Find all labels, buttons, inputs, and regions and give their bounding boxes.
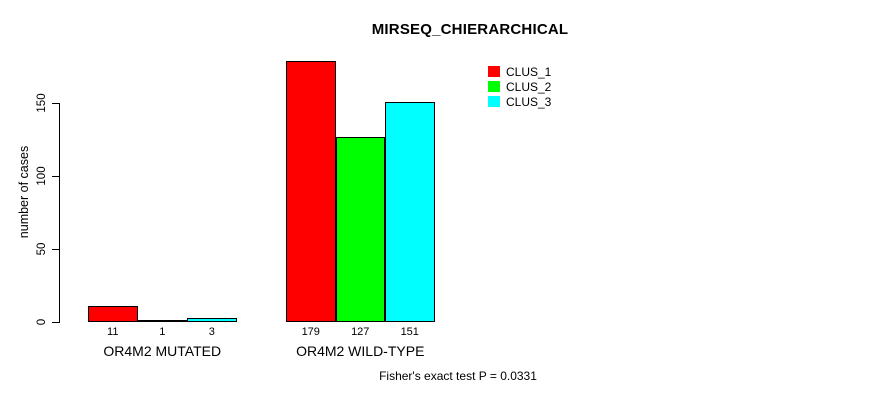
legend-swatch-clus-1 bbox=[488, 66, 500, 77]
legend-item-clus-1: CLUS_1 bbox=[488, 64, 551, 79]
legend-item-clus-2: CLUS_2 bbox=[488, 79, 551, 94]
bar-clus-2-or4m2-mutated bbox=[137, 320, 187, 322]
y-axis-tick-label-50: 50 bbox=[36, 242, 48, 256]
bar-clus-1-or4m2-mutated bbox=[88, 306, 138, 322]
bar-value-clus-1-or4m2-wild-type: 179 bbox=[301, 326, 320, 338]
y-axis-tick-label-0: 0 bbox=[36, 318, 48, 326]
bar-value-clus-3-or4m2-wild-type: 151 bbox=[400, 326, 419, 338]
bar-clus-2-or4m2-wild-type bbox=[335, 137, 385, 322]
bar-clus-1-or4m2-wild-type bbox=[286, 61, 336, 322]
chart-title: MIRSEQ_CHIERARCHICAL bbox=[371, 21, 569, 38]
legend: CLUS_1 CLUS_2 CLUS_3 bbox=[488, 64, 551, 109]
footer-annotation: Fisher's exact test P = 0.0331 bbox=[379, 369, 537, 383]
legend-swatch-clus-2 bbox=[488, 81, 500, 92]
bar-value-clus-2-or4m2-mutated: 1 bbox=[159, 326, 166, 338]
bar-value-clus-2-or4m2-wild-type: 127 bbox=[351, 326, 370, 338]
y-axis-tick-50 bbox=[52, 249, 59, 250]
y-axis-label: number of cases bbox=[17, 145, 31, 239]
legend-swatch-clus-3 bbox=[488, 96, 500, 107]
legend-item-clus-3: CLUS_3 bbox=[488, 94, 551, 109]
bar-value-clus-3-or4m2-mutated: 3 bbox=[208, 326, 215, 338]
y-axis-line bbox=[59, 103, 60, 323]
y-axis-tick-0 bbox=[52, 322, 59, 323]
legend-label-clus-3: CLUS_3 bbox=[506, 94, 552, 109]
legend-label-clus-1: CLUS_1 bbox=[506, 64, 552, 79]
bar-clus-3-or4m2-mutated bbox=[187, 318, 237, 322]
bar-value-clus-1-or4m2-mutated: 11 bbox=[107, 326, 119, 338]
legend-label-clus-2: CLUS_2 bbox=[506, 79, 552, 94]
bar-clus-3-or4m2-wild-type bbox=[385, 102, 435, 322]
y-axis-tick-150 bbox=[52, 103, 59, 104]
y-axis-tick-label-100: 100 bbox=[36, 166, 48, 186]
y-axis-tick-label-150: 150 bbox=[36, 93, 48, 113]
x-axis-label-or4m2-mutated: OR4M2 MUTATED bbox=[103, 343, 222, 359]
x-axis-label-or4m2-wild-type: OR4M2 WILD-TYPE bbox=[296, 343, 425, 359]
y-axis-tick-100 bbox=[52, 176, 59, 177]
